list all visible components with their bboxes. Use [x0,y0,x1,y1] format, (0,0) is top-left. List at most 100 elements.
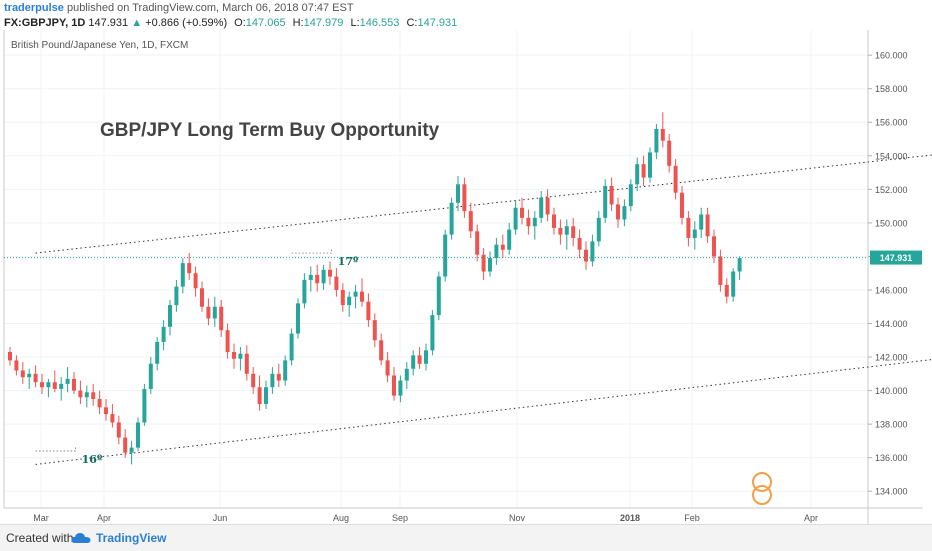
open-value: 147.065 [245,17,286,29]
candle-body-up [737,258,742,272]
angle-marker [291,248,332,254]
candle-body-up [456,184,460,203]
candle-body-up [411,355,416,369]
candle-body-down [276,373,281,381]
candlestick-series [8,112,742,465]
candle-body-up [731,271,736,297]
candle-body-up [494,244,499,259]
candle-body-up [289,333,294,361]
candle-body-down [187,263,192,274]
candle-body-down [468,211,473,232]
change-up-arrow-icon: ▲ [131,17,143,29]
x-tick-label: Apr [97,513,111,523]
candle-body-down [206,306,211,319]
candle-body-up [353,291,358,297]
candle-body-up [168,305,172,327]
candle-body-up [513,207,518,230]
time-axis[interactable]: Mar Apr Jun Aug Sep Nov 2018 Feb Apr [33,513,818,523]
trend-channel[interactable]: 17º 16º [35,84,932,466]
author-link[interactable]: traderpulse [4,2,64,14]
quote-bar: FX:GBPJPY, 1D 147.931 ▲ +0.866 (+0.59%) … [4,17,457,31]
candle-body-down [385,360,390,376]
candle-body-down [340,289,345,306]
candle-body-down [660,128,665,141]
current-price-label: 147.931 [880,253,913,263]
candle-body-down [520,207,524,218]
candle-body-up [302,279,307,304]
candle-body-down [360,291,364,302]
candle-body-down [724,284,729,297]
candle-body-down [97,398,102,408]
candle-body-up [443,234,448,277]
y-tick-label: 152.000 [875,185,908,195]
candle-body-up [174,286,179,306]
candle-body-down [251,373,256,388]
y-tick-label: 136.000 [875,453,908,463]
candle-body-down [8,352,12,361]
candle-body-down [552,214,556,228]
x-tick-label: Jun [213,513,228,523]
x-tick-label: Mar [33,513,49,523]
candle-body-up [142,388,147,423]
price-axis[interactable]: 134.000 136.000 138.000 140.000 142.000 144.0… [868,51,908,497]
candle-body-down [705,214,710,237]
candle-body-up [161,326,166,342]
candle-body-down [571,226,576,238]
candle-body-down [680,192,684,218]
price-chart[interactable]: British Pound/Japanese Yen, 1D, FXCM GBP… [0,0,932,524]
candle-body-down [392,375,396,396]
low-label: L: [350,17,360,29]
publish-info: traderpulse published on TradingView.com… [4,2,354,16]
candle-body-down [328,269,332,277]
candle-body-down [641,164,646,178]
candle-body-up [692,229,697,238]
y-tick-label: 134.000 [875,487,908,497]
candle-body-up [270,373,275,388]
candle-body-up [539,197,544,218]
candle-body-up [136,422,140,448]
candle-body-up [449,202,454,235]
candle-body-up [27,373,32,378]
current-price-line: 147.931 [4,250,922,265]
symbol-label: FX:GBPJPY, 1D [4,17,86,29]
candle-body-up [488,258,492,272]
y-tick-label: 142.000 [875,353,908,363]
candle-body-down [558,227,563,235]
candle-body-up [129,447,134,453]
y-tick-label: 154.000 [875,151,908,161]
y-tick-label: 156.000 [875,118,908,128]
candle-body-down [462,184,467,212]
y-tick-label: 150.000 [875,218,908,228]
created-with-label: Created with [6,531,74,545]
tradingview-cloud-icon[interactable] [71,532,91,544]
candle-body-down [500,244,505,250]
candle-body-down [91,392,96,399]
candle-body-down [481,254,486,272]
candle-body-down [372,320,377,341]
candle-body-up [296,303,300,334]
close-label: C: [406,17,418,29]
candle-body-down [20,370,25,378]
candle-body-up [622,206,627,220]
candle-body-up [180,263,185,287]
watermark-ring [752,485,772,505]
candle-body-up [404,368,409,381]
candle-body-up [430,315,435,351]
y-tick-label: 144.000 [875,319,908,329]
candle-body-down [33,373,38,383]
candle-body-down [219,306,224,331]
candle-body-down [116,422,121,438]
open-label: O: [234,17,246,29]
candle-body-down [193,273,198,289]
tradingview-brand-link[interactable]: TradingView [96,531,167,545]
candle-body-down [52,382,57,389]
candle-body-down [712,236,716,257]
candle-body-up [264,387,268,405]
candle-body-down [257,387,262,405]
high-label: H: [292,17,304,29]
candle-body-down [334,276,339,290]
candle-body-up [238,353,243,359]
candle-body-up [648,152,652,178]
candle-body-up [65,378,70,384]
candle-body-up [155,341,160,364]
